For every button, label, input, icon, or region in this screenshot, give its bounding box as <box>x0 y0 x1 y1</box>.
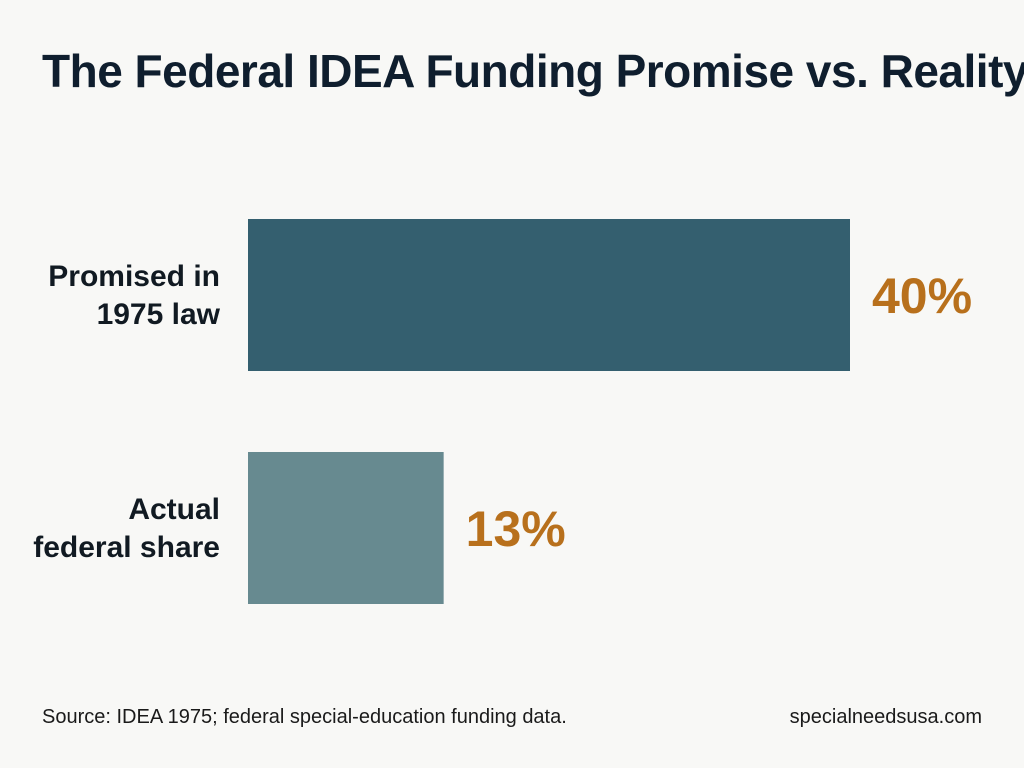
source-note: Source: IDEA 1975; federal special-educa… <box>42 706 567 728</box>
category-label-0: Promised in 1975 law <box>48 260 220 331</box>
bar-1 <box>248 452 444 604</box>
bar-0 <box>248 219 850 371</box>
chart-title: The Federal IDEA Funding Promise vs. Rea… <box>42 45 1024 97</box>
value-label-1: 13% <box>466 501 566 557</box>
value-label-0: 40% <box>872 268 972 324</box>
category-label-1: Actual federal share <box>33 493 220 564</box>
site-url: specialneedsusa.com <box>789 706 982 728</box>
